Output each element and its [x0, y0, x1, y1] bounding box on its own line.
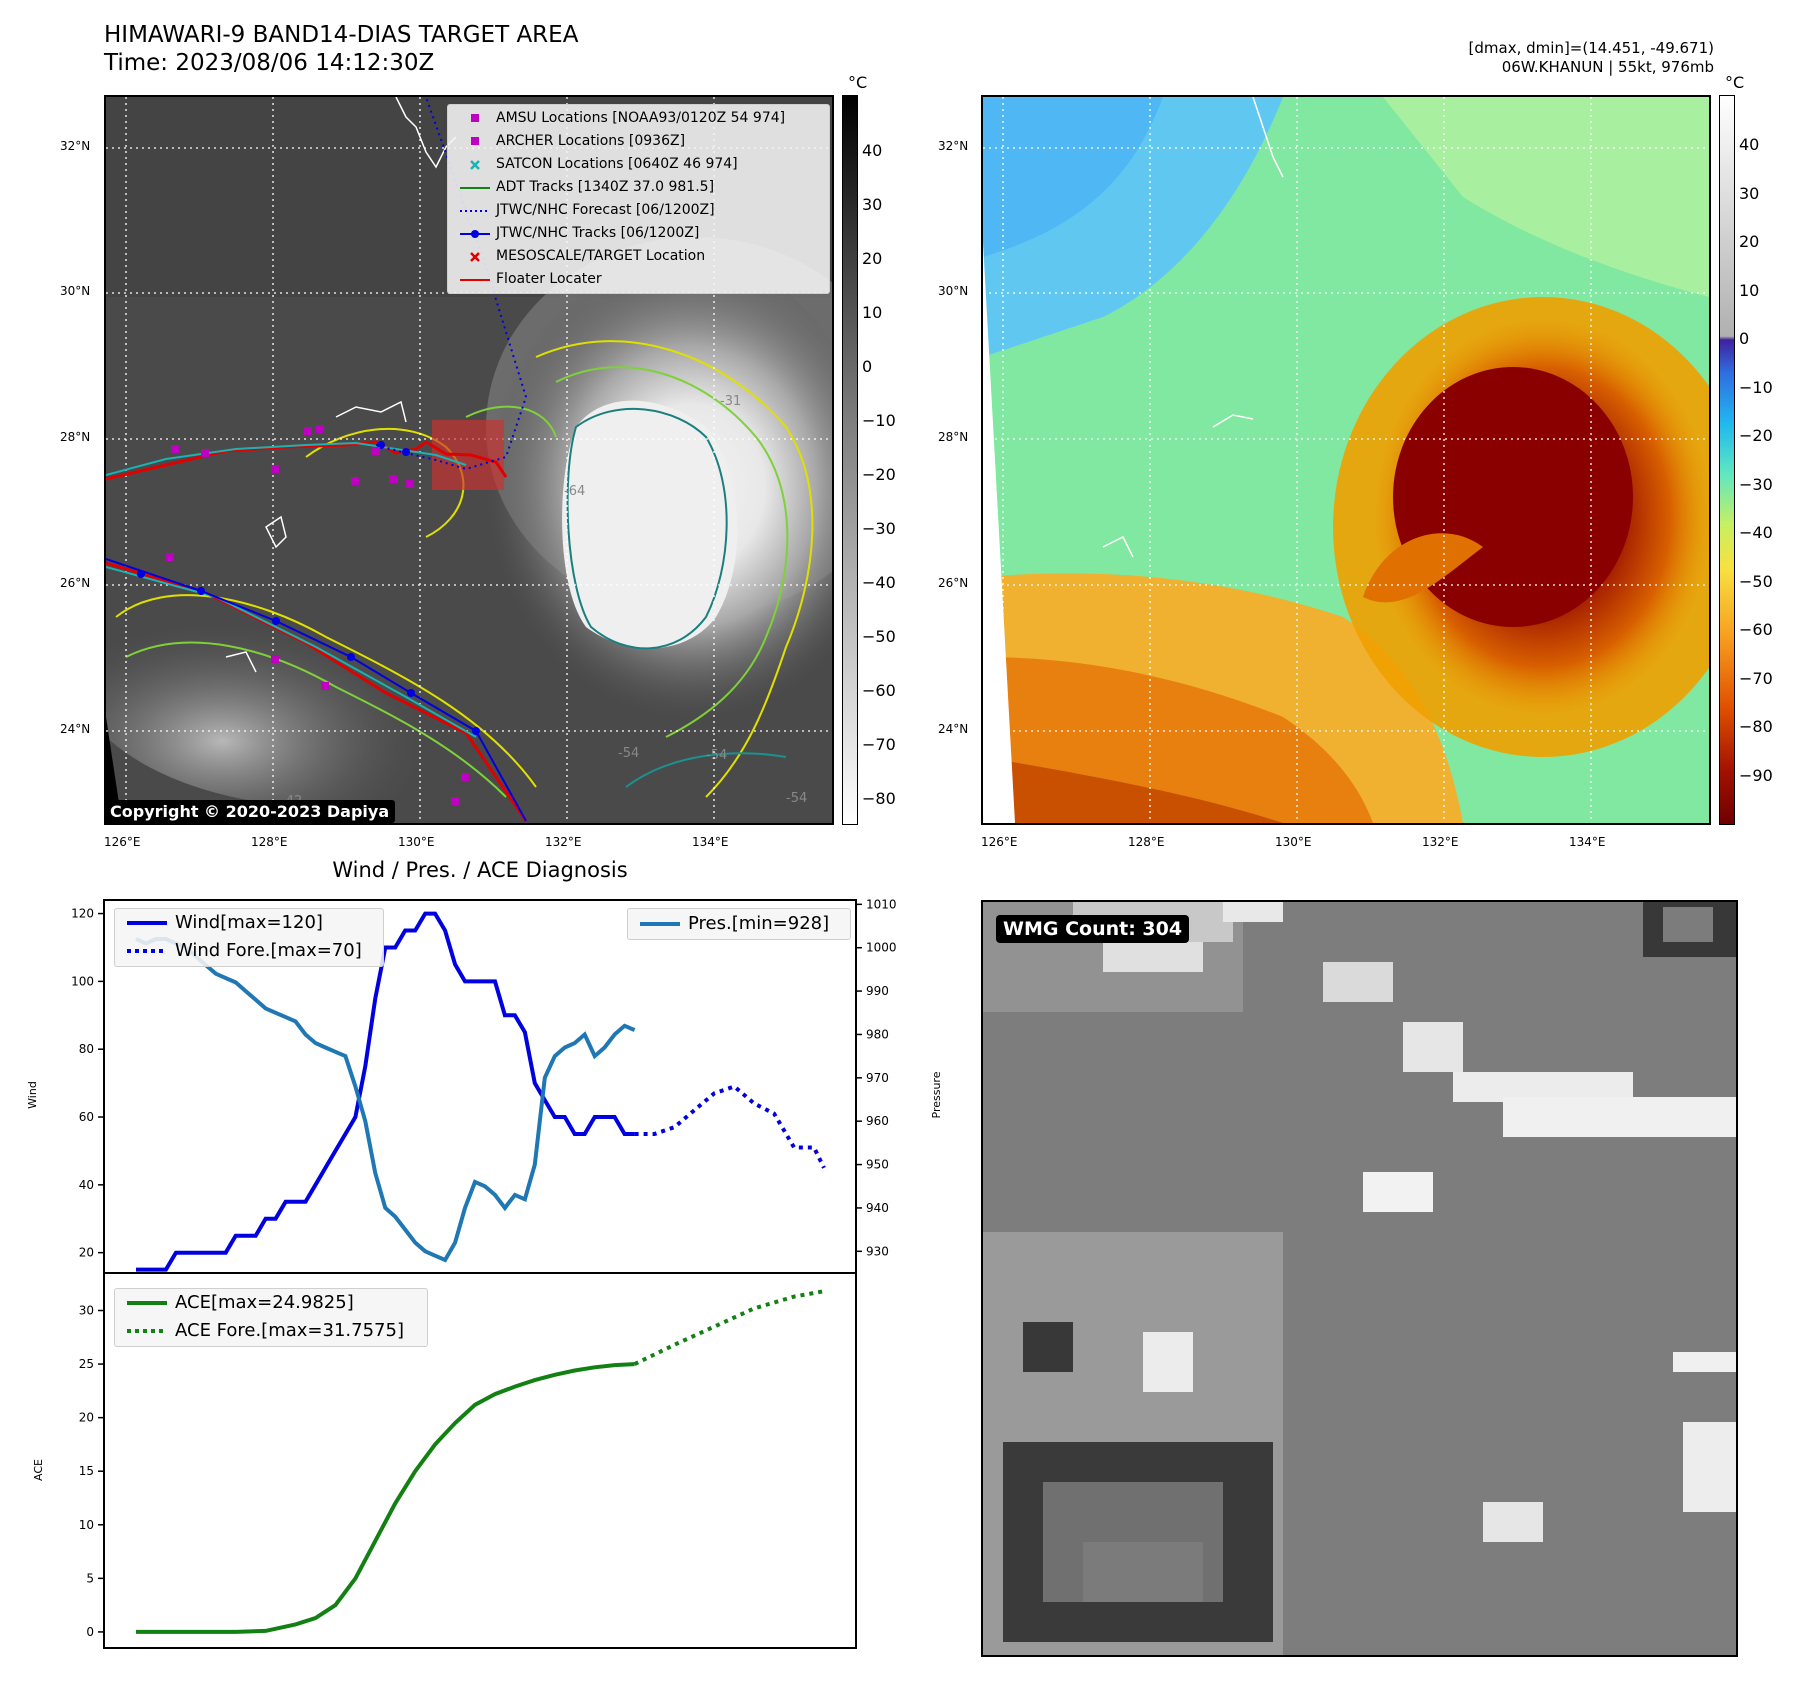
legend-item-jtwc-tracks: JTWC/NHC Tracks [06/1200Z] [448, 222, 829, 245]
ir-map-image: -31 -64 -54 -54 -54 -42 [106, 97, 832, 823]
lon-label: 126°E [104, 835, 141, 849]
pressure-tick-label: 930 [866, 1244, 889, 1258]
ir-colorbar-ticks: 40 30 20 10 0 −10 −20 −30 −40 −50 −60 −7… [862, 141, 896, 808]
ace-tick-label: 5 [86, 1571, 94, 1585]
series-line-0 [136, 911, 635, 1272]
lat-label: 26°N [938, 576, 969, 590]
jtwc-forecast-track [375, 97, 528, 471]
diagnosis-chart-title: Wind / Pres. / ACE Diagnosis [332, 858, 628, 882]
ir-colorbar [842, 95, 858, 825]
legend-item-wind-forecast: Wind Fore.[max=70] [127, 940, 362, 961]
lat-label: 24°N [60, 722, 91, 736]
ace-tick-label: 25 [79, 1357, 94, 1371]
lon-label: 134°E [1569, 835, 1606, 849]
dmax-dmin-label: [dmax, dmin]=(14.451, -49.671) [1468, 39, 1714, 57]
enhanced-map-image [983, 97, 1709, 823]
lat-label: 32°N [938, 139, 969, 153]
legend-item-ace-forecast: ACE Fore.[max=31.7575] [127, 1320, 404, 1341]
wmg-panel [981, 900, 1738, 1657]
lon-label: 126°E [981, 835, 1018, 849]
legend-item-wind: Wind[max=120] [127, 912, 323, 933]
pressure-tick-label: 1010 [866, 897, 897, 911]
pressure-axis-label: Pressure [930, 1071, 943, 1118]
lon-label: 128°E [1128, 835, 1165, 849]
lon-label: 130°E [398, 835, 435, 849]
ace-series-line-0 [136, 1362, 635, 1634]
lat-label: 30°N [938, 284, 969, 298]
enhanced-colorbar-ticks: 40 30 20 10 0 −10 −20 −30 −40 −50 −60 −7… [1739, 135, 1773, 785]
ace-tick-label: 10 [79, 1518, 94, 1532]
copyright-label: Copyright © 2020-2023 Dapiya [104, 800, 396, 823]
lon-label: 130°E [1275, 835, 1312, 849]
legend-item-amsu: AMSU Locations [NOAA93/0120Z 54 974] [448, 107, 829, 130]
lon-label: 132°E [545, 835, 582, 849]
wind-tick-label: 100 [71, 974, 94, 988]
lon-label: 134°E [692, 835, 729, 849]
ir-map-legend: AMSU Locations [NOAA93/0120Z 54 974] ARC… [447, 104, 830, 294]
legend-item-adt: ADT Tracks [1340Z 37.0 981.5] [460, 179, 715, 195]
lat-label: 28°N [938, 430, 969, 444]
pressure-tick-label: 950 [866, 1158, 889, 1172]
pressure-tick-label: 970 [866, 1071, 889, 1085]
figure-title-line2: Time: 2023/08/06 14:12:30Z [104, 50, 435, 76]
ir-map-panel: -31 -64 -54 -54 -54 -42 [104, 95, 834, 825]
lat-label: 32°N [60, 139, 91, 153]
legend-item-floater: Floater Locater [460, 271, 602, 287]
wind-tick-label: 120 [71, 907, 94, 921]
ace-axis-label: ACE [32, 1459, 45, 1481]
lat-label: 26°N [60, 576, 91, 590]
series-line-1 [634, 1084, 826, 1169]
wmg-count-label: WMG Count: 304 [996, 915, 1190, 943]
pressure-legend: Pres.[min=928] [627, 908, 851, 940]
legend-item-satcon: SATCON Locations [0640Z 46 974] [448, 153, 829, 176]
ace-legend: ACE[max=24.9825] ACE Fore.[max=31.7575] [114, 1288, 428, 1347]
ace-tick-label: 20 [79, 1411, 94, 1425]
svg-text:-64: -64 [564, 484, 585, 499]
svg-text:-31: -31 [720, 394, 741, 409]
wind-axis-label: Wind [26, 1081, 39, 1109]
legend-item-pressure: Pres.[min=928] [640, 913, 830, 934]
figure-title-line1: HIMAWARI-9 BAND14-DIAS TARGET AREA [104, 22, 579, 48]
wind-tick-label: 60 [79, 1110, 94, 1124]
colorbar-unit: °C [848, 73, 868, 92]
svg-text:-54: -54 [618, 746, 639, 761]
ace-tick-label: 15 [79, 1464, 94, 1478]
pressure-tick-label: 940 [866, 1201, 889, 1215]
lat-label: 28°N [60, 430, 91, 444]
enhanced-map-panel [981, 95, 1711, 825]
lat-label: 24°N [938, 722, 969, 736]
wind-tick-label: 20 [79, 1246, 94, 1260]
ace-tick-label: 30 [79, 1304, 94, 1318]
legend-item-target: MESOSCALE/TARGET Location [448, 245, 829, 268]
lat-label: 30°N [60, 284, 91, 298]
pressure-tick-label: 960 [866, 1114, 889, 1128]
wind-tick-label: 40 [79, 1178, 94, 1192]
legend-item-archer: ARCHER Locations [0936Z] [448, 130, 829, 153]
ace-tick-label: 0 [86, 1625, 94, 1639]
colorbar-unit: °C [1725, 73, 1745, 92]
legend-item-jtwc-forecast: JTWC/NHC Forecast [06/1200Z] [460, 202, 715, 218]
series-line-2 [135, 937, 636, 1263]
wmg-image [983, 902, 1736, 1655]
lon-label: 128°E [251, 835, 288, 849]
ace-series-line-1 [633, 1289, 825, 1366]
lon-label: 132°E [1422, 835, 1459, 849]
pressure-tick-label: 1000 [866, 941, 897, 955]
svg-text:-54: -54 [706, 748, 727, 763]
pressure-tick-label: 980 [866, 1027, 889, 1041]
wind-tick-label: 80 [79, 1042, 94, 1056]
contour-labels: -31 -64 -54 -54 -54 -42 [281, 394, 807, 809]
storm-info-label: 06W.KHANUN | 55kt, 976mb [1501, 58, 1714, 76]
svg-text:-54: -54 [786, 791, 807, 806]
ace-plot-frame [103, 1272, 857, 1649]
legend-item-ace: ACE[max=24.9825] [127, 1292, 354, 1313]
enhanced-colorbar [1719, 95, 1735, 825]
pressure-tick-label: 990 [866, 984, 889, 998]
wind-legend: Wind[max=120] Wind Fore.[max=70] [114, 908, 384, 967]
